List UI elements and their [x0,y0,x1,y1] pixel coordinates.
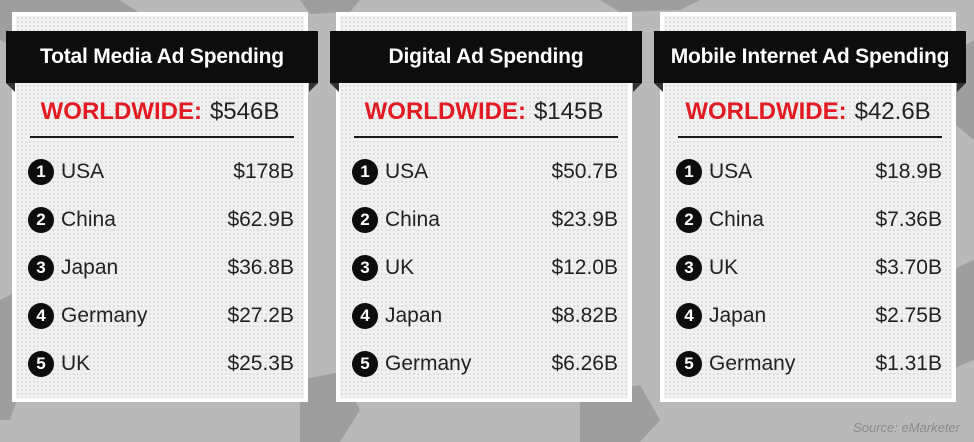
country-name: China [61,208,116,231]
banner-fold [309,83,318,92]
worldwide-label: WORLDWIDE: [40,98,202,125]
country-name: China [385,208,440,231]
rank-badge: 2 [352,207,378,233]
worldwide-value: $145B [533,98,604,125]
rank-badge: 5 [352,351,378,377]
rank-badge: 3 [28,255,54,281]
worldwide-value: $546B [209,98,280,125]
divider [678,136,942,138]
list-item: 1 USA $18.9B [676,156,942,188]
spend-amount: $23.9B [551,208,618,231]
panel-title: Digital Ad Spending [330,31,642,83]
spend-amount: $18.9B [875,160,942,183]
banner-fold [330,83,339,92]
banner-fold [633,83,642,92]
country-name: Germany [385,352,472,375]
spend-amount: $50.7B [551,160,618,183]
panel-title: Total Media Ad Spending [6,31,318,83]
banner-fold [654,83,663,92]
country-name: Germany [709,352,796,375]
panel-title: Mobile Internet Ad Spending [654,31,966,83]
list-item: 4 Japan $8.82B [352,300,618,332]
country-name: Japan [709,304,767,327]
worldwide-label: WORLDWIDE: [364,98,526,125]
rank-badge: 1 [352,159,378,185]
rank-badge: 4 [352,303,378,329]
rank-badge: 2 [28,207,54,233]
spend-amount: $2.75B [875,304,942,327]
country-name: USA [709,160,753,183]
worldwide-total: WORLDWIDE: $145B [340,95,628,129]
rank-badge: 1 [676,159,702,185]
rank-badge: 5 [28,351,54,377]
country-name: Germany [61,304,148,327]
worldwide-label: WORLDWIDE: [685,98,847,125]
country-name: China [709,208,764,231]
divider [30,136,294,138]
list-item: 2 China $7.36B [676,204,942,236]
country-name: Japan [61,256,119,279]
worldwide-total: WORLDWIDE: $42.6B [664,95,952,129]
list-item: 4 Japan $2.75B [676,300,942,332]
worldwide-value: $42.6B [854,98,931,125]
spend-amount: $12.0B [551,256,618,279]
list-item: 1 USA $50.7B [352,156,618,188]
list-item: 3 UK $3.70B [676,252,942,284]
spend-amount: $25.3B [227,352,294,375]
country-name: UK [385,256,415,279]
spend-amount: $1.31B [875,352,942,375]
spend-amount: $7.36B [875,208,942,231]
spend-amount: $36.8B [227,256,294,279]
spend-amount: $27.2B [227,304,294,327]
spend-amount: $178B [233,160,294,183]
list-item: 2 China $23.9B [352,204,618,236]
banner-fold [957,83,966,92]
list-item: 5 Germany $6.26B [352,348,618,380]
worldwide-total: WORLDWIDE: $546B [16,95,304,129]
banner-fold [6,83,15,92]
divider [354,136,618,138]
list-item: 1 USA $178B [28,156,294,188]
rank-badge: 4 [28,303,54,329]
rank-badge: 4 [676,303,702,329]
list-item: 3 Japan $36.8B [28,252,294,284]
list-item: 2 China $62.9B [28,204,294,236]
country-name: Japan [385,304,443,327]
list-item: 4 Germany $27.2B [28,300,294,332]
rank-badge: 3 [676,255,702,281]
spend-amount: $8.82B [551,304,618,327]
rank-badge: 3 [352,255,378,281]
spend-amount: $6.26B [551,352,618,375]
rank-badge: 1 [28,159,54,185]
country-name: UK [709,256,739,279]
rank-badge: 2 [676,207,702,233]
country-name: USA [61,160,105,183]
list-item: 5 UK $25.3B [28,348,294,380]
spend-amount: $62.9B [227,208,294,231]
country-name: USA [385,160,429,183]
spend-amount: $3.70B [875,256,942,279]
rank-badge: 5 [676,351,702,377]
source-credit: Source: eMarketer [853,420,960,435]
country-name: UK [61,352,91,375]
list-item: 5 Germany $1.31B [676,348,942,380]
list-item: 3 UK $12.0B [352,252,618,284]
